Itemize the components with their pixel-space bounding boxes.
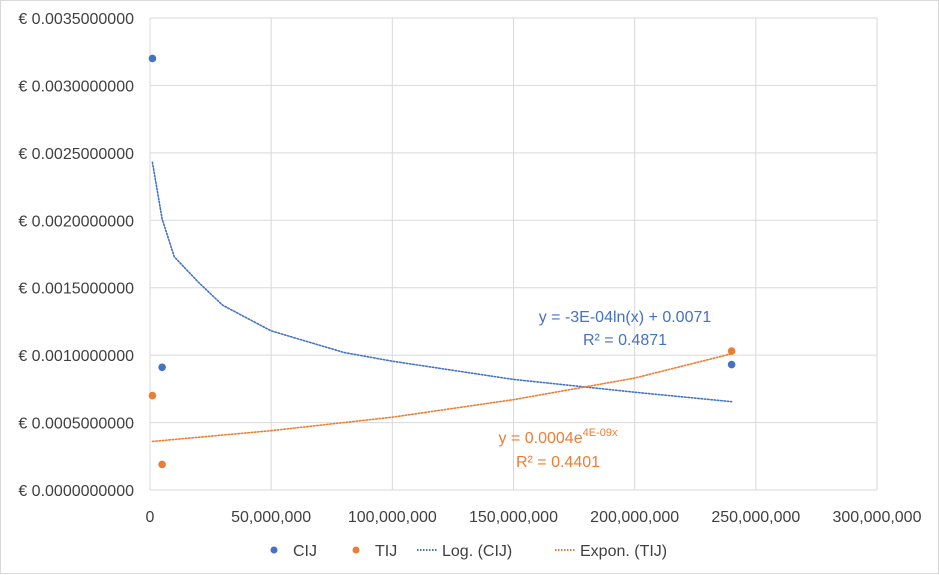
tij-equation-base: y = 0.0004e — [499, 430, 583, 447]
cij-r2-label: R² = 0.4871 — [583, 332, 667, 349]
cij-equation-label: y = -3E-04ln(x) + 0.0071 — [539, 309, 712, 326]
tij-equation-exponent: 4E-09x — [583, 427, 618, 439]
chart-legend: CIJ TIJ Log. (CIJ) Expon. (TIJ) — [270, 543, 667, 560]
tij-equation-label: y = 0.0004e4E-09x — [499, 427, 618, 447]
legend-item-log-cij: Log. (CIJ) — [417, 543, 512, 560]
legend-item-cij: CIJ — [270, 543, 317, 560]
x-tick-label: 200,000,000 — [590, 509, 679, 526]
y-axis-ticks: € 0.0000000000 € 0.0005000000 € 0.00100000… — [18, 11, 134, 500]
x-tick-label: 0 — [146, 509, 155, 526]
data-points — [148, 54, 736, 469]
legend-label-expon-tij: Expon. (TIJ) — [580, 543, 667, 560]
point-cij — [148, 54, 157, 63]
y-tick-label: € 0.0015000000 — [18, 281, 134, 298]
y-tick-label: € 0.0035000000 — [18, 11, 134, 28]
trendlines — [151, 161, 733, 443]
trendline-equation-cij: y = -3E-04ln(x) + 0.0071 R² = 0.4871 — [539, 309, 712, 349]
legend-item-expon-tij: Expon. (TIJ) — [555, 543, 667, 560]
point-cij — [158, 363, 166, 372]
point-tij — [727, 347, 736, 355]
x-tick-label: 150,000,000 — [469, 509, 558, 526]
legend-marker-cij — [270, 546, 278, 554]
x-tick-label: 50,000,000 — [231, 509, 311, 526]
y-tick-label: € 0.0000000000 — [18, 483, 134, 500]
legend-label-log-cij: Log. (CIJ) — [442, 543, 512, 560]
y-tick-label: € 0.0020000000 — [18, 213, 134, 230]
y-tick-label: € 0.0030000000 — [18, 78, 134, 95]
y-tick-label: € 0.0025000000 — [18, 146, 134, 163]
point-cij — [727, 360, 736, 369]
y-tick-label: € 0.0010000000 — [18, 348, 134, 365]
legend-label-cij: CIJ — [293, 543, 317, 560]
x-tick-label: 100,000,000 — [348, 509, 437, 526]
y-tick-label: € 0.0005000000 — [18, 416, 134, 433]
trendline-log-cij — [151, 161, 733, 403]
x-tick-label: 300,000,000 — [833, 509, 922, 526]
trendline-equation-tij: y = 0.0004e4E-09x R² = 0.4401 — [499, 427, 618, 471]
legend-marker-tij — [352, 546, 360, 554]
point-tij — [158, 460, 166, 469]
x-tick-label: 250,000,000 — [711, 509, 800, 526]
point-tij — [148, 391, 157, 400]
tij-r2-label: R² = 0.4401 — [516, 454, 600, 471]
grid-lines — [149, 17, 878, 491]
legend-item-tij: TIJ — [352, 543, 397, 560]
x-axis-ticks: 0 50,000,000 100,000,000 150,000,000 200,000… — [146, 509, 922, 526]
legend-label-tij: TIJ — [375, 543, 397, 560]
trendline-expon-tij — [151, 352, 733, 443]
